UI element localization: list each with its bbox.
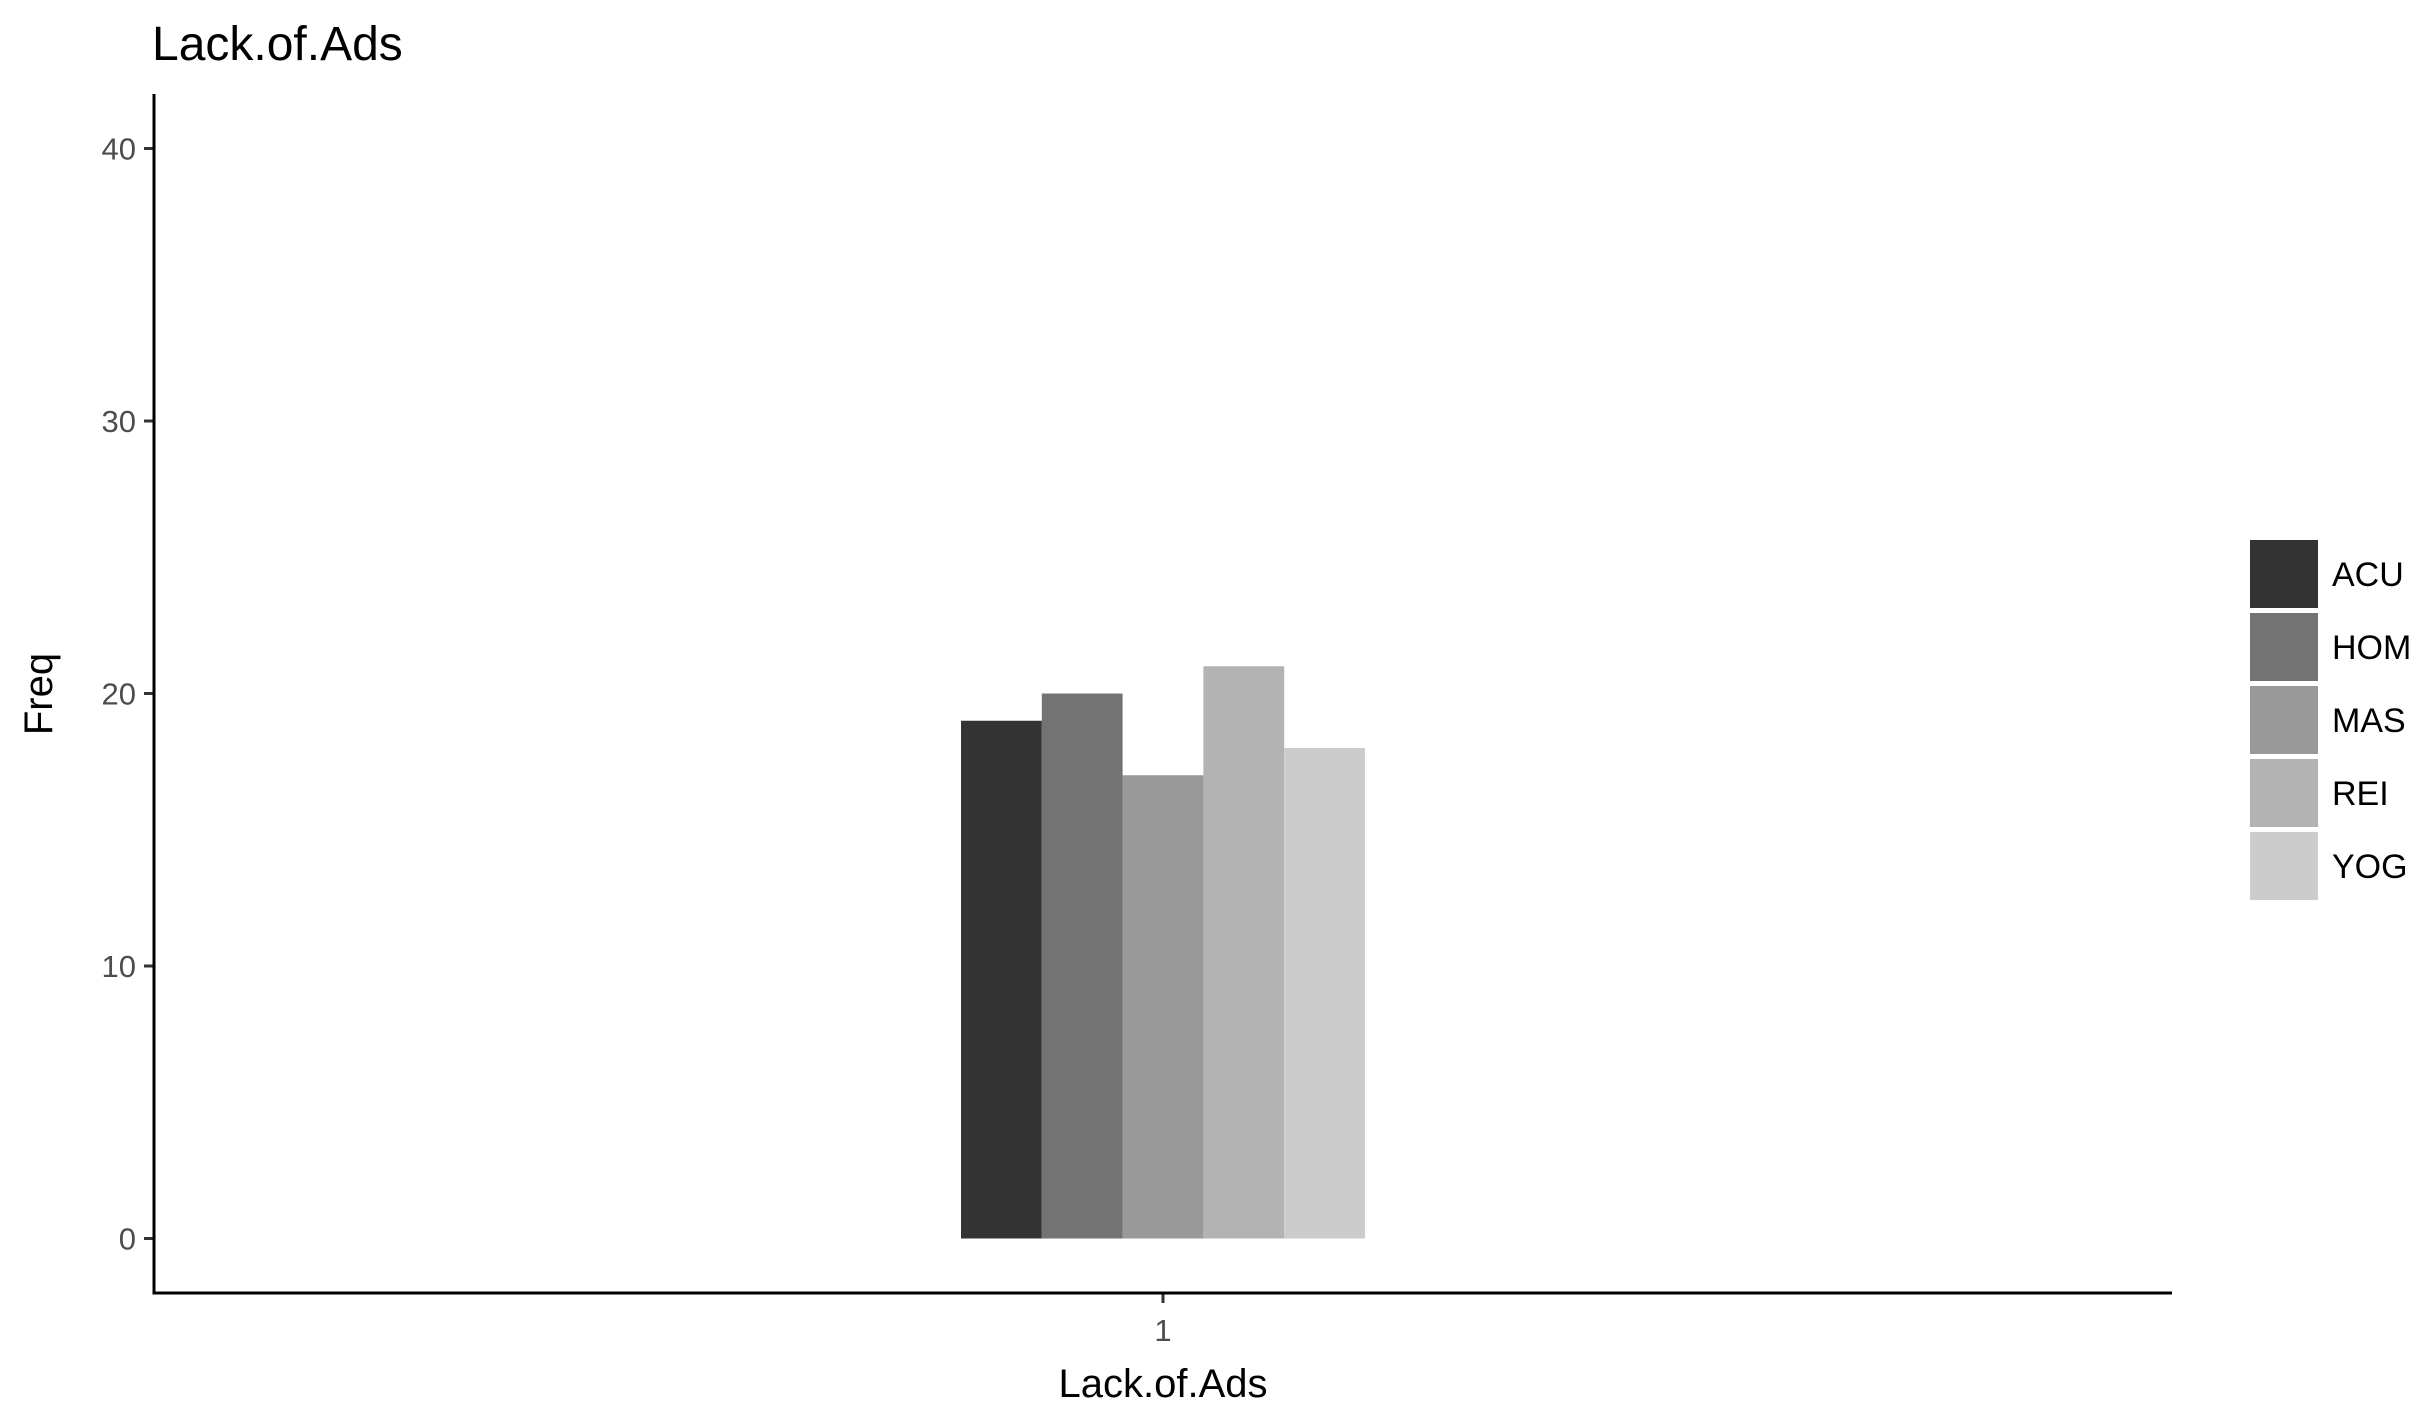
bar-acu (961, 720, 1042, 1239)
bar-mas (1122, 775, 1204, 1239)
bar-rei (1203, 666, 1285, 1239)
legend-label-acu: ACU (2332, 556, 2404, 594)
legend-key-rei (2250, 759, 2318, 827)
y-tick-label: 40 (102, 132, 136, 167)
y-axis-title: Freq (17, 653, 61, 735)
legend-label-rei: REI (2332, 775, 2389, 813)
bars-group (961, 666, 1365, 1239)
x-tick-label: 1 (1154, 1313, 1171, 1348)
legend-label-hom: HOM (2332, 629, 2411, 667)
y-tick-label: 30 (102, 404, 136, 439)
legend-key-yog (2250, 832, 2318, 900)
y-axis-ticks: 0 10 20 30 40 (102, 132, 154, 1257)
legend-label-yog: YOG (2332, 848, 2408, 886)
legend-key-mas (2250, 686, 2318, 754)
legend: ACU HOM MAS REI YOG (2250, 540, 2411, 900)
bar-yog (1284, 748, 1365, 1239)
x-axis-title: Lack.of.Ads (1058, 1362, 1267, 1404)
y-tick-label: 10 (102, 949, 136, 984)
bar-hom (1041, 693, 1123, 1239)
chart-title: Lack.of.Ads (152, 18, 403, 71)
legend-key-hom (2250, 613, 2318, 681)
legend-label-mas: MAS (2332, 702, 2406, 740)
legend-key-acu (2250, 540, 2318, 608)
x-axis-ticks: 1 (1154, 1293, 1172, 1348)
y-tick-label: 20 (102, 677, 136, 712)
y-tick-label: 0 (119, 1222, 136, 1257)
